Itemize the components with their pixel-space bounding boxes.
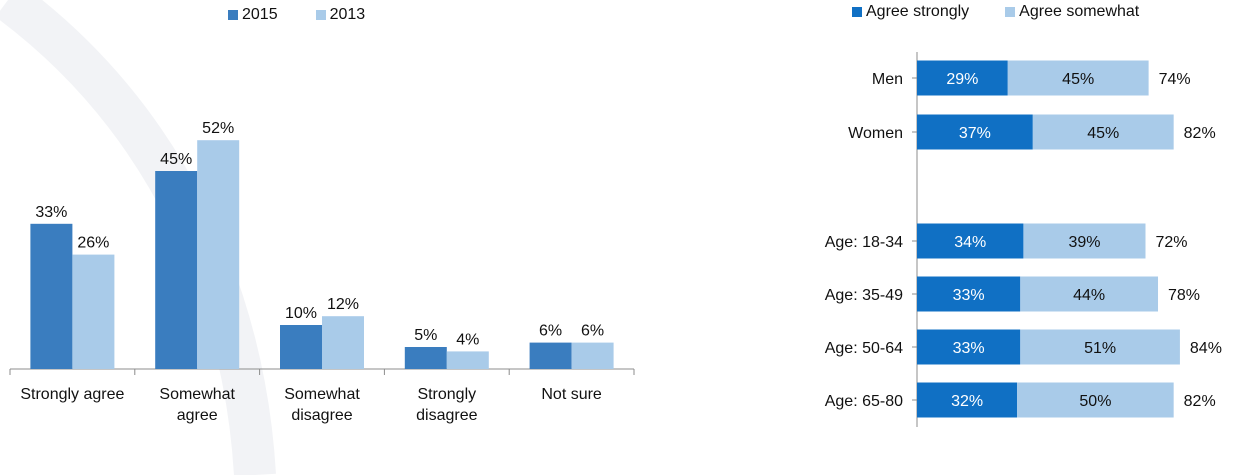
total-label-age-35-49: 78% (1168, 287, 1200, 304)
data-label-strongly-agree-2013: 26% (77, 235, 109, 252)
total-label-age-65-80: 82% (1184, 393, 1216, 410)
category-label-age-18-34: Age: 18-34 (825, 234, 903, 251)
total-label-age-50-64: 84% (1190, 340, 1222, 357)
category-label-somewhat-agree-line-1: Somewhat (159, 386, 235, 403)
category-label-women: Women (848, 125, 903, 142)
legend-label-2015: 2015 (242, 6, 278, 23)
category-label-somewhat-disagree-line-2: disagree (291, 407, 352, 424)
bar-age-35-49-agree-strongly (917, 276, 1021, 312)
bar-men-agree-somewhat (1007, 60, 1149, 96)
data-label-not-sure-2015: 6% (539, 323, 562, 340)
category-label-somewhat-disagree-line-1: Somewhat (284, 386, 360, 403)
bar-somewhat-disagree-2015 (280, 325, 322, 369)
bar-strongly-agree-2015 (30, 223, 73, 369)
data-label-men-agree-somewhat: 45% (1062, 71, 1094, 88)
legend-item-2015: 2015 (228, 6, 278, 24)
data-label-somewhat-agree-2015: 45% (160, 151, 192, 168)
legend-swatch-2015 (228, 10, 238, 20)
data-label-age-35-49-agree-somewhat: 44% (1073, 287, 1105, 304)
category-label-somewhat-agree-line-2: agree (177, 407, 218, 424)
category-label-strongly-agree: Strongly agree (20, 386, 124, 403)
data-label-somewhat-disagree-2015: 10% (285, 305, 317, 322)
bar-strongly-agree-2013 (72, 254, 115, 369)
bar-age-50-64-agree-strongly (917, 329, 1021, 365)
category-label-age-35-49: Age: 35-49 (825, 287, 903, 304)
data-label-somewhat-disagree-2013: 12% (327, 296, 359, 313)
right-chart-legend: Agree strongly Agree somewhat (852, 3, 1139, 21)
bar-men-agree-strongly (917, 60, 1008, 96)
bar-age-35-49-agree-somewhat (1020, 276, 1159, 312)
data-label-women-agree-strongly: 37% (959, 125, 991, 142)
legend-label-agree-strongly: Agree strongly (866, 3, 970, 20)
data-label-age-65-80-agree-somewhat: 50% (1079, 393, 1111, 410)
total-label-men: 74% (1159, 71, 1191, 88)
bar-age-50-64-agree-somewhat (1020, 329, 1180, 365)
data-label-not-sure-2013: 6% (581, 323, 604, 340)
data-label-age-50-64-agree-somewhat: 51% (1084, 340, 1116, 357)
data-label-strongly-disagree-2013: 4% (456, 331, 479, 348)
data-label-age-50-64-agree-strongly: 33% (953, 340, 985, 357)
data-label-men-agree-strongly: 29% (946, 71, 978, 88)
bar-age-65-80-agree-somewhat (1017, 382, 1174, 418)
data-label-women-agree-somewhat: 45% (1087, 125, 1119, 142)
bar-women-agree-strongly (917, 114, 1033, 150)
left-chart-legend: 2015 2013 (228, 6, 365, 24)
bar-age-18-34-agree-somewhat (1023, 223, 1146, 259)
legend-swatch-agree-strongly (852, 7, 862, 17)
data-label-strongly-disagree-2015: 5% (414, 327, 437, 344)
data-label-age-35-49-agree-strongly: 33% (953, 287, 985, 304)
legend-label-agree-somewhat: Agree somewhat (1019, 3, 1140, 20)
bar-age-18-34-agree-strongly (917, 223, 1024, 259)
bar-strongly-disagree-2013 (446, 351, 489, 369)
bar-women-agree-somewhat (1032, 114, 1174, 150)
total-label-age-18-34: 72% (1155, 234, 1187, 251)
bar-strongly-disagree-2015 (404, 347, 447, 369)
bar-age-65-80-agree-strongly (917, 382, 1018, 418)
category-label-strongly-disagree-line-2: disagree (416, 407, 477, 424)
category-label-not-sure: Not sure (541, 386, 602, 403)
data-label-age-65-80-agree-strongly: 32% (951, 393, 983, 410)
data-label-age-18-34-agree-strongly: 34% (954, 234, 986, 251)
bar-not-sure-2013 (571, 342, 614, 369)
data-label-age-18-34-agree-somewhat: 39% (1068, 234, 1100, 251)
legend-item-agree-strongly: Agree strongly (852, 3, 969, 21)
total-label-women: 82% (1184, 125, 1216, 142)
bar-somewhat-disagree-2013 (322, 316, 364, 369)
legend-item-2013: 2013 (315, 6, 366, 24)
data-label-strongly-agree-2015: 33% (35, 204, 67, 221)
legend-swatch-agree-somewhat (1005, 7, 1016, 17)
category-label-men: Men (872, 71, 903, 88)
category-label-age-50-64: Age: 50-64 (825, 340, 903, 357)
bar-not-sure-2015 (529, 342, 572, 369)
legend-swatch-2013 (315, 10, 326, 20)
data-label-somewhat-agree-2013: 52% (202, 120, 234, 137)
category-label-strongly-disagree-line-1: Strongly (417, 386, 476, 403)
legend-item-agree-somewhat: Agree somewhat (1005, 3, 1139, 21)
legend-label-2013: 2013 (329, 6, 366, 23)
category-label-age-65-80: Age: 65-80 (825, 393, 903, 410)
bar-somewhat-agree-2013 (197, 140, 240, 369)
bar-somewhat-agree-2015 (155, 171, 198, 369)
